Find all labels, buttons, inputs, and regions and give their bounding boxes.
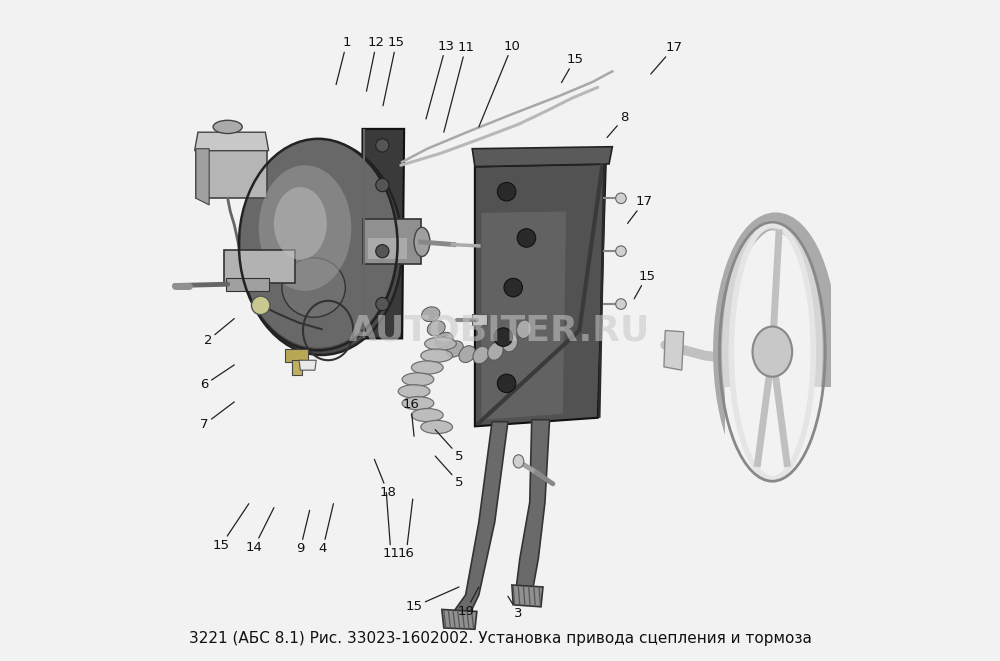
Text: 5: 5 [435,456,463,489]
Ellipse shape [494,328,513,346]
Text: 5: 5 [435,430,463,463]
Text: 1: 1 [336,36,351,85]
Text: 14: 14 [246,508,274,554]
Polygon shape [446,422,508,627]
Ellipse shape [497,182,516,201]
Text: 15: 15 [213,504,249,552]
Ellipse shape [241,141,402,355]
Text: 19: 19 [457,587,479,618]
Text: 7: 7 [200,402,234,431]
Ellipse shape [427,321,445,336]
Ellipse shape [402,373,434,386]
Text: 16: 16 [402,398,419,436]
Text: 17: 17 [628,195,653,223]
Ellipse shape [616,299,626,309]
Text: 9: 9 [296,510,310,555]
Text: 10: 10 [479,40,520,127]
Text: 8: 8 [607,111,628,137]
Ellipse shape [421,420,453,434]
Ellipse shape [414,227,430,256]
Ellipse shape [459,346,475,362]
Polygon shape [292,360,302,375]
Ellipse shape [473,346,489,364]
Polygon shape [285,349,308,362]
Ellipse shape [402,397,434,410]
Bar [363,219,421,264]
Ellipse shape [502,334,517,352]
Bar [725,387,830,529]
Text: 11: 11 [382,492,399,561]
Ellipse shape [422,307,440,322]
Text: 15: 15 [561,53,583,83]
Text: 4: 4 [319,504,333,555]
Ellipse shape [616,193,626,204]
Ellipse shape [517,320,531,338]
Text: 16: 16 [398,499,415,561]
Polygon shape [363,129,404,338]
Ellipse shape [376,139,389,152]
Polygon shape [196,149,209,205]
Polygon shape [475,164,606,426]
Ellipse shape [376,245,389,258]
Text: 15: 15 [634,270,655,299]
Text: 13: 13 [426,40,454,119]
Bar [226,278,269,291]
Ellipse shape [376,297,389,311]
Ellipse shape [497,374,516,393]
Ellipse shape [251,296,270,315]
Ellipse shape [411,361,443,374]
Polygon shape [515,420,550,603]
Ellipse shape [274,187,327,260]
Ellipse shape [240,139,396,348]
Ellipse shape [425,337,456,350]
Ellipse shape [411,408,443,422]
Ellipse shape [259,165,351,291]
Ellipse shape [504,278,522,297]
Text: 15: 15 [383,36,405,106]
Ellipse shape [753,327,792,377]
Ellipse shape [488,342,503,360]
Ellipse shape [513,455,524,468]
Ellipse shape [213,120,242,134]
Text: 2: 2 [204,319,234,347]
Text: 18: 18 [374,459,396,499]
Ellipse shape [446,341,463,357]
Polygon shape [664,330,684,370]
Ellipse shape [398,385,430,398]
Polygon shape [442,609,477,629]
Ellipse shape [282,258,345,317]
Bar [224,250,295,283]
Polygon shape [472,314,487,325]
Text: 17: 17 [651,41,682,74]
Ellipse shape [616,246,626,256]
Text: 11: 11 [444,41,474,132]
Ellipse shape [517,229,536,247]
Ellipse shape [421,349,453,362]
Ellipse shape [436,332,453,348]
Text: AUTOBITER.RU: AUTOBITER.RU [349,313,651,348]
Text: 12: 12 [366,36,385,91]
Text: 6: 6 [200,365,234,391]
Polygon shape [299,360,316,370]
Polygon shape [472,147,612,167]
Polygon shape [512,585,543,607]
Polygon shape [195,132,269,151]
Text: 3221 (АБС 8.1) Рис. 33023-1602002. Установка привода сцепления и тормоза: 3221 (АБС 8.1) Рис. 33023-1602002. Устан… [189,631,811,646]
Ellipse shape [729,233,815,471]
Polygon shape [481,212,566,420]
Ellipse shape [376,178,389,192]
Text: 15: 15 [406,587,459,613]
Text: 3: 3 [508,596,523,620]
Polygon shape [196,149,267,198]
Bar [368,238,407,259]
